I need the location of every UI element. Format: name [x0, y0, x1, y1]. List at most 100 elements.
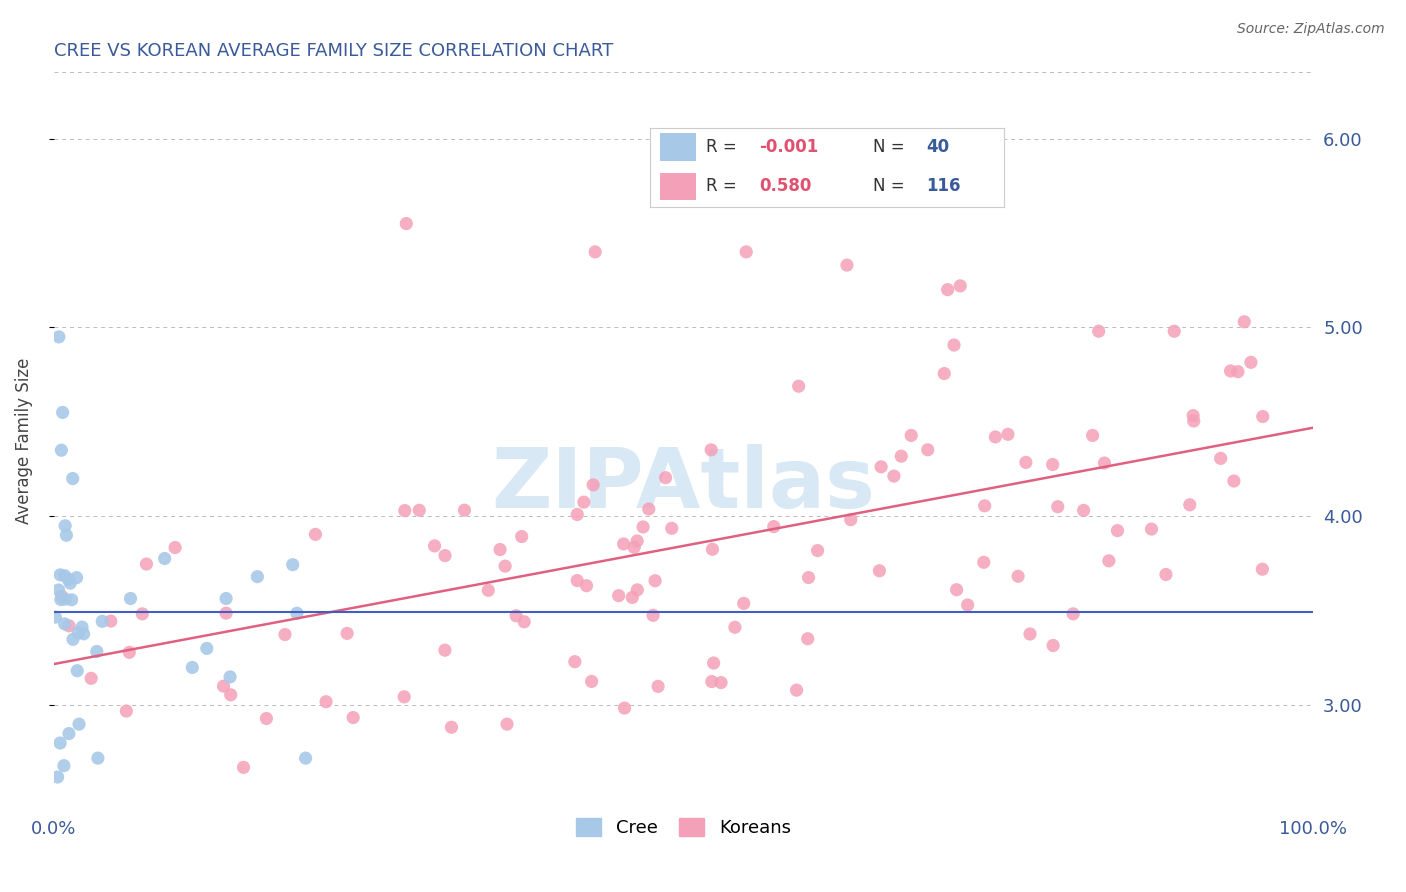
Point	[1046, 500, 1069, 514]
Point	[489, 542, 512, 557]
Point	[281, 558, 304, 572]
Point	[1223, 474, 1246, 488]
Point	[1233, 315, 1256, 329]
Point	[582, 478, 605, 492]
Point	[513, 615, 536, 629]
Point	[724, 620, 747, 634]
Point	[621, 591, 644, 605]
Point	[49, 592, 72, 607]
Point	[1251, 562, 1274, 576]
Point	[900, 428, 922, 442]
Point	[945, 582, 967, 597]
Point	[118, 645, 141, 659]
Point	[181, 660, 204, 674]
Point	[575, 579, 598, 593]
Point	[943, 338, 966, 352]
Point	[53, 616, 76, 631]
Y-axis label: Average Family Size: Average Family Size	[15, 358, 32, 524]
Point	[212, 679, 235, 693]
Point	[67, 625, 90, 640]
Text: -0.001: -0.001	[759, 137, 818, 155]
Point	[631, 520, 654, 534]
Point	[153, 551, 176, 566]
Point	[65, 571, 87, 585]
Point	[394, 503, 416, 517]
Point	[48, 330, 70, 344]
Point	[1240, 355, 1263, 369]
Point	[607, 589, 630, 603]
Point	[1182, 409, 1205, 423]
Point	[1015, 455, 1038, 469]
Text: N =: N =	[873, 137, 904, 155]
Point	[219, 670, 242, 684]
Point	[434, 549, 457, 563]
Point	[58, 619, 80, 633]
Point	[1140, 522, 1163, 536]
Point	[1094, 456, 1116, 470]
Text: R =: R =	[706, 178, 737, 195]
Point	[637, 502, 659, 516]
Point	[49, 567, 72, 582]
Point	[70, 620, 93, 634]
Point	[786, 683, 808, 698]
Point	[647, 679, 669, 693]
Point	[219, 688, 242, 702]
Point	[510, 530, 533, 544]
Point	[1042, 639, 1064, 653]
Point	[868, 564, 890, 578]
Point	[48, 582, 70, 597]
Point	[87, 751, 110, 765]
Point	[215, 606, 238, 620]
Legend: Cree, Koreans: Cree, Koreans	[568, 811, 799, 845]
Text: Source: ZipAtlas.com: Source: ZipAtlas.com	[1237, 22, 1385, 37]
Point	[700, 674, 723, 689]
Point	[46, 770, 69, 784]
Point	[66, 664, 89, 678]
Point	[120, 591, 142, 606]
Point	[703, 656, 725, 670]
Point	[702, 542, 724, 557]
Point	[131, 607, 153, 621]
Point	[62, 632, 84, 647]
Point	[215, 591, 238, 606]
Point	[72, 627, 94, 641]
Point	[564, 655, 586, 669]
Point	[135, 557, 157, 571]
Point	[835, 258, 858, 272]
Point	[494, 559, 516, 574]
Point	[700, 442, 723, 457]
Text: N =: N =	[873, 178, 904, 195]
Point	[661, 521, 683, 535]
Point	[1019, 627, 1042, 641]
Point	[613, 537, 636, 551]
Text: 116: 116	[927, 178, 960, 195]
Point	[997, 427, 1019, 442]
Point	[1073, 503, 1095, 517]
Point	[1163, 324, 1185, 338]
Point	[100, 614, 122, 628]
Point	[246, 569, 269, 583]
Point	[195, 641, 218, 656]
Point	[342, 710, 364, 724]
Point	[654, 471, 676, 485]
Point	[60, 592, 83, 607]
Text: ZIPAtlas: ZIPAtlas	[491, 444, 875, 525]
Point	[984, 430, 1007, 444]
Point	[641, 608, 664, 623]
Point	[52, 405, 75, 419]
Point	[839, 513, 862, 527]
Point	[52, 758, 75, 772]
Point	[453, 503, 475, 517]
Point	[115, 704, 138, 718]
Point	[1209, 451, 1232, 466]
Bar	[661, 133, 696, 161]
Text: CREE VS KOREAN AVERAGE FAMILY SIZE CORRELATION CHART: CREE VS KOREAN AVERAGE FAMILY SIZE CORRE…	[53, 42, 613, 60]
Point	[423, 539, 446, 553]
Point	[433, 643, 456, 657]
Point	[58, 726, 80, 740]
Point	[1154, 567, 1177, 582]
Point	[973, 499, 995, 513]
Point	[62, 472, 84, 486]
Point	[644, 574, 666, 588]
Point	[53, 518, 76, 533]
